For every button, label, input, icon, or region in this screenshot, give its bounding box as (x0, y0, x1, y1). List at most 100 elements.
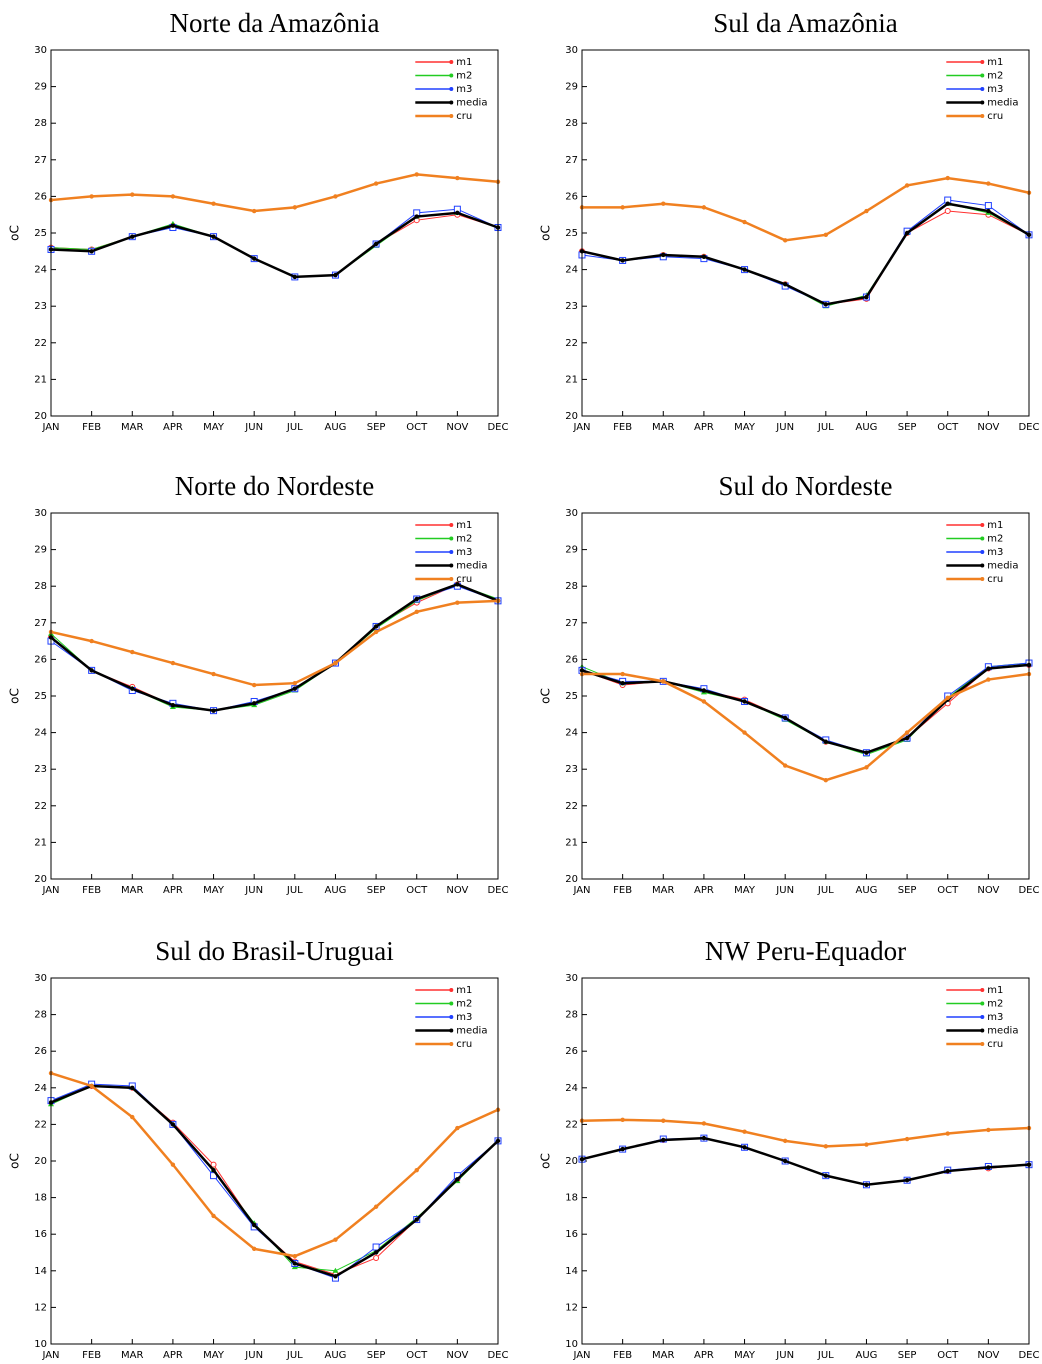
y-tick-label: 30 (565, 45, 578, 56)
legend-marker (980, 60, 985, 64)
y-tick-label: 23 (34, 301, 47, 312)
marker (984, 202, 992, 210)
x-tick-label: SEP (367, 1350, 386, 1361)
legend-marker (980, 1028, 985, 1033)
marker (661, 679, 666, 684)
legend-marker (449, 1001, 454, 1006)
marker (864, 208, 869, 214)
legend-label: m1 (987, 985, 1003, 996)
marker (414, 172, 419, 177)
y-axis-label: oC (8, 688, 22, 704)
marker (782, 715, 788, 721)
chart-title: Sul da Amazônia (713, 8, 897, 38)
series-line (581, 203, 1030, 307)
series-line (50, 1084, 499, 1278)
y-tick-label: 28 (34, 581, 47, 592)
x-tick-label: JUL (286, 1350, 303, 1361)
chart-title: Norte do Nordeste (175, 471, 374, 501)
marker (211, 1213, 216, 1219)
series-line (581, 662, 1030, 756)
y-tick-label: 29 (34, 82, 47, 93)
y-tick-label: 14 (34, 1266, 47, 1277)
y-tick-label: 29 (34, 545, 47, 556)
x-tick-label: OCT (937, 1350, 959, 1361)
marker (251, 1246, 257, 1252)
y-tick-label: 24 (34, 728, 47, 739)
legend-label: media (987, 98, 1018, 109)
y-tick-label: 26 (565, 654, 578, 665)
y-tick-label: 24 (565, 1083, 578, 1094)
series-line (581, 1137, 1030, 1186)
marker (742, 267, 747, 272)
y-tick-label: 30 (34, 973, 47, 984)
marker (455, 1125, 460, 1131)
marker (701, 254, 707, 259)
y-tick-label: 24 (565, 728, 578, 739)
y-tick-label: 20 (34, 1156, 47, 1167)
y-tick-label: 28 (34, 118, 47, 129)
marker (986, 181, 991, 186)
legend-label: m3 (456, 1012, 472, 1023)
legend-marker (449, 988, 454, 992)
x-tick-label: JUN (244, 885, 263, 896)
marker (986, 1127, 991, 1133)
marker (904, 183, 910, 188)
x-tick-label: APR (694, 1350, 714, 1361)
y-tick-label: 28 (34, 1010, 47, 1021)
y-tick-label: 27 (565, 155, 578, 166)
legend-label: m1 (987, 520, 1003, 531)
panel: Norte do Nordeste oC 20 21 22 23 24 25 26 27 28 29 3… (8, 471, 509, 896)
x-tick-label: JAN (572, 885, 590, 896)
marker (170, 702, 176, 708)
x-tick-label: JAN (41, 885, 59, 896)
legend-label: m3 (456, 84, 472, 95)
x-tick-label: APR (163, 1350, 183, 1361)
panel: Norte da Amazônia oC 20 21 22 23 24 25 26 27 28 29 3… (8, 8, 509, 433)
marker (373, 241, 379, 247)
x-tick-label: AUG (324, 885, 346, 896)
x-tick-label: FEB (613, 422, 632, 433)
y-tick-label: 23 (34, 764, 47, 775)
marker (620, 1146, 625, 1152)
y-axis-label: oC (539, 1153, 553, 1169)
x-tick-label: JUL (817, 1350, 834, 1361)
y-tick-label: 29 (565, 545, 578, 556)
y-tick-label: 22 (34, 801, 47, 812)
marker (782, 238, 788, 243)
series-line (50, 1071, 499, 1258)
y-tick-label: 16 (565, 1229, 578, 1240)
y-tick-label: 21 (34, 837, 47, 848)
x-tick-label: DEC (1018, 1350, 1039, 1361)
marker (372, 1243, 380, 1251)
series-line (581, 1137, 1030, 1186)
y-tick-label: 20 (565, 874, 578, 885)
y-axis-label: oC (8, 1153, 22, 1169)
x-tick-label: JUL (817, 885, 834, 896)
x-tick-label: OCT (937, 422, 959, 433)
y-tick-label: 21 (565, 374, 578, 385)
x-tick-label: MAY (734, 1350, 756, 1361)
marker (782, 763, 788, 768)
y-tick-label: 18 (34, 1193, 47, 1204)
marker (904, 1136, 910, 1142)
y-tick-label: 28 (565, 118, 578, 129)
legend-marker (980, 1015, 985, 1019)
x-tick-label: NOV (977, 885, 999, 896)
y-tick-label: 30 (565, 973, 578, 984)
x-tick-label: JUN (244, 1350, 263, 1361)
legend-marker (449, 1042, 454, 1046)
legend-label: media (456, 561, 487, 572)
marker (945, 1168, 950, 1174)
x-tick-label: SEP (898, 885, 917, 896)
marker (292, 680, 298, 686)
legend-marker (980, 988, 985, 992)
y-tick-label: 22 (565, 801, 578, 812)
legend-marker (449, 1015, 454, 1019)
legend-label: m2 (456, 71, 472, 82)
x-tick-label: MAY (203, 422, 225, 433)
legend-label: cru (987, 574, 1003, 585)
legend-label: media (456, 1026, 487, 1037)
legend-label: m2 (456, 534, 472, 545)
legend-marker (449, 550, 454, 554)
